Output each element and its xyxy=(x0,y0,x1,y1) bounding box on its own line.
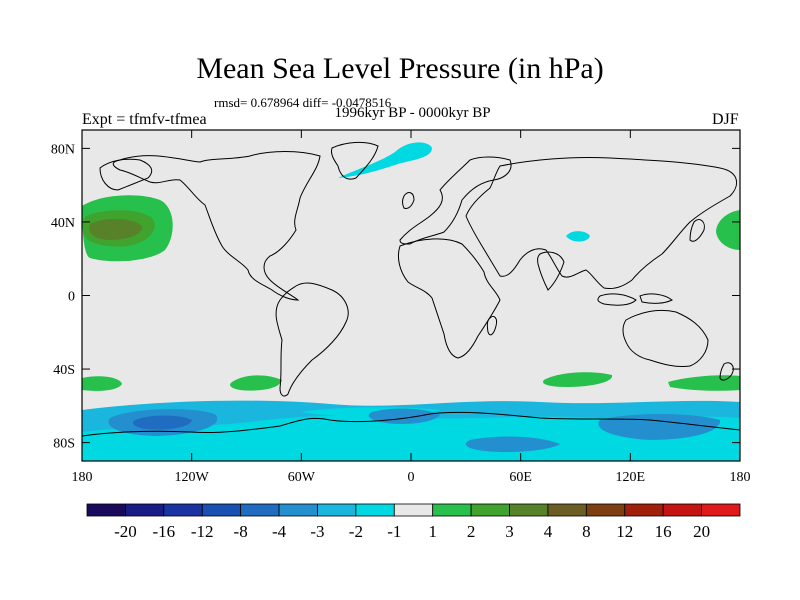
colorbar-label: -1 xyxy=(387,522,401,541)
south-pacific-green xyxy=(82,376,122,391)
colorbar-swatch xyxy=(547,503,587,517)
blue-patch-indian-sector xyxy=(598,414,721,440)
colorbar-label: 1 xyxy=(428,522,437,541)
colorbar-label: 20 xyxy=(693,522,710,541)
indonesia-coast xyxy=(597,293,673,306)
colorbar-swatch xyxy=(317,503,357,517)
antarctic-cyan-field xyxy=(82,415,740,461)
colorbar-swatch xyxy=(240,503,280,517)
india-coast xyxy=(537,251,565,291)
colorbar-label: -8 xyxy=(234,522,248,541)
lat-tick-label: 40S xyxy=(53,363,75,378)
uk-coast xyxy=(402,192,415,209)
colorbar-label: 2 xyxy=(467,522,476,541)
lon-tick-label: 120W xyxy=(175,470,210,485)
colorbar-label: 8 xyxy=(582,522,591,541)
europe-coast xyxy=(399,156,512,245)
colorbar-label: 12 xyxy=(616,522,633,541)
colorbar-label: -2 xyxy=(349,522,363,541)
lat-tick-label: 80N xyxy=(51,142,75,157)
chart-title: Mean Sea Level Pressure (in hPa) xyxy=(196,52,604,85)
madagascar-coast xyxy=(486,315,497,336)
asia-coast xyxy=(465,156,738,289)
lon-tick-label: 180 xyxy=(72,470,93,485)
colorbar-label: -16 xyxy=(152,522,175,541)
colorbar-label: -3 xyxy=(310,522,324,541)
lon-tick-label: 0 xyxy=(408,470,415,485)
stats-text: rmsd= 0.678964 diff= -0.0478516 xyxy=(214,95,392,110)
colorbar-swatch xyxy=(585,503,626,517)
colorbar-label: 3 xyxy=(505,522,514,541)
north-pacific-high-core xyxy=(89,218,143,240)
colorbar-swatch xyxy=(432,503,472,517)
experiment-label: Expt = tfmfv-tfmea xyxy=(82,111,207,128)
south-america-coast xyxy=(275,282,349,397)
colorbar-swatch xyxy=(662,503,702,517)
blue-patch-pacific-core xyxy=(132,415,192,430)
colorbar-swatch xyxy=(393,503,434,517)
longitude-ticks: 180 120W 60W 0 60E 120E 180 xyxy=(72,130,751,485)
australia-coast xyxy=(622,309,709,367)
lat-tick-label: 80S xyxy=(53,437,75,452)
season-label: DJF xyxy=(712,111,739,128)
colorbar-swatch xyxy=(509,503,549,517)
colorbar-swatch xyxy=(701,503,741,517)
colorbar-label: -4 xyxy=(272,522,287,541)
lon-tick-label: 60W xyxy=(288,470,316,485)
colorbar-swatch xyxy=(86,503,126,517)
lon-tick-label: 120E xyxy=(616,470,646,485)
colorbar-swatch xyxy=(624,503,664,517)
colorbar-swatch xyxy=(125,503,165,517)
latitude-ticks: 80N 40N 0 40S 80S xyxy=(51,142,740,452)
south-australia-green xyxy=(668,375,740,391)
colorbar-label: 16 xyxy=(655,522,672,541)
greenland-coast xyxy=(331,141,379,180)
greenland-cyan xyxy=(338,142,432,178)
colorbar-label: -12 xyxy=(191,522,214,541)
colorbar-labels: -20 -16 -12 -8 -4 -3 -2 -1 1 2 3 4 8 12 16 20 xyxy=(114,522,710,541)
lon-tick-label: 180 xyxy=(730,470,751,485)
colorbar-swatch xyxy=(355,503,395,517)
lat-tick-label: 40N xyxy=(51,216,75,231)
colorbar-label: -20 xyxy=(114,522,137,541)
tibet-cyan xyxy=(566,231,590,242)
period-text: 1996kyr BP - 0000kyr BP xyxy=(334,105,491,121)
south-america-green xyxy=(230,375,282,391)
antarctica-coast xyxy=(82,411,740,437)
lat-tick-label: 0 xyxy=(68,290,75,305)
coastlines xyxy=(82,141,740,437)
colorbar xyxy=(86,503,741,517)
south-indian-green xyxy=(542,372,613,387)
japan-coast xyxy=(689,219,705,242)
colorbar-swatch xyxy=(470,503,510,517)
lon-tick-label: 60E xyxy=(509,470,532,485)
nw-pacific-edge-green xyxy=(716,210,740,250)
north-america-coast xyxy=(112,151,321,301)
new-zealand-coast xyxy=(719,362,734,381)
colorbar-swatch xyxy=(163,503,203,517)
alaska-coast xyxy=(99,158,153,191)
africa-coast xyxy=(397,238,501,359)
colorbar-swatch xyxy=(278,503,318,517)
colorbar-label: 4 xyxy=(544,522,553,541)
pressure-anomaly-fields xyxy=(82,142,740,461)
blue-patch-ross-sea xyxy=(465,436,560,452)
colorbar-swatch xyxy=(201,503,242,517)
